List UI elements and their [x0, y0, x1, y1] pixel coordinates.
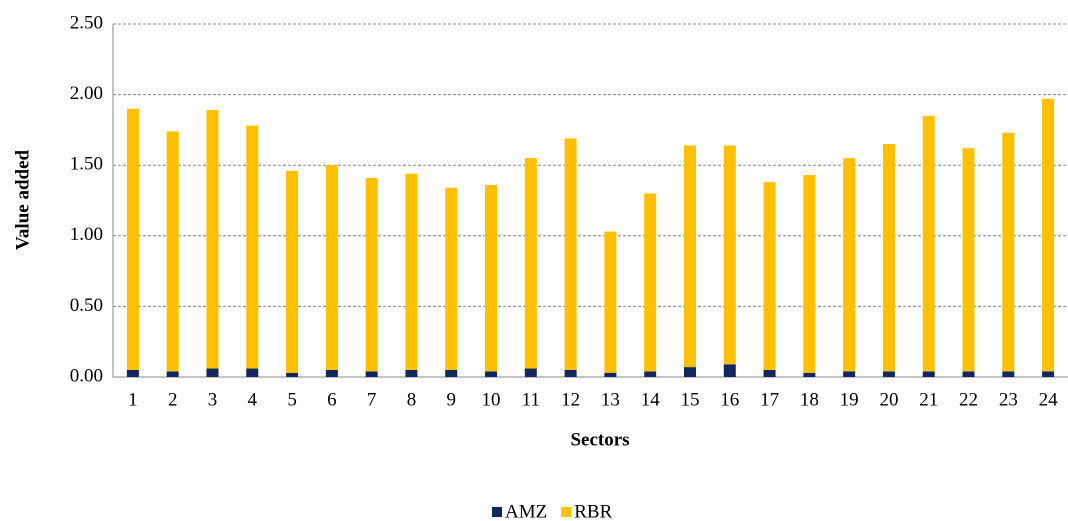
x-tick-label: 8 [407, 389, 417, 410]
x-tick-label: 3 [208, 389, 218, 410]
bar-segment [604, 372, 617, 377]
bar-segment [882, 144, 895, 372]
y-axis-label: Value added [12, 149, 33, 250]
bar-segment [126, 108, 139, 370]
bar-segment [126, 369, 139, 377]
bar-segment [1042, 371, 1055, 377]
bar-segment [524, 158, 537, 369]
x-tick-label: 4 [248, 389, 258, 410]
bar-segment [803, 175, 816, 373]
bar-segment [763, 182, 776, 370]
legend-label: RBR [574, 501, 612, 521]
bar-segment [644, 371, 657, 377]
x-tick-label: 22 [959, 389, 978, 410]
bar-segment [286, 170, 299, 373]
bar-segment [763, 369, 776, 377]
bar-segment [206, 110, 219, 369]
legend-label: AMZ [505, 501, 547, 521]
y-tick-label: 0.50 [70, 295, 103, 316]
x-tick-label: 7 [367, 389, 377, 410]
bar-segment [683, 145, 696, 368]
bar-segment [843, 371, 856, 377]
bar-segment [405, 369, 418, 377]
bar-segment [286, 372, 299, 377]
bar-segment [524, 368, 537, 377]
y-tick-label: 1.00 [70, 224, 103, 245]
bar-segment [922, 371, 935, 377]
y-tick-label: 0.00 [70, 365, 103, 386]
x-tick-label: 15 [680, 389, 699, 410]
bar-segment [683, 367, 696, 377]
x-axis-label: Sectors [570, 429, 629, 450]
bar-segment [445, 369, 458, 377]
legend-swatch [561, 507, 572, 517]
y-tick-label: 2.50 [70, 12, 103, 33]
x-tick-label: 17 [760, 389, 779, 410]
x-tick-label: 11 [522, 389, 540, 410]
bar-segment [246, 368, 259, 377]
bar-segment [604, 231, 617, 373]
bar-segment [962, 371, 975, 377]
x-tick-label: 19 [840, 389, 859, 410]
bar-segment [803, 372, 816, 377]
bar-segment [445, 187, 458, 370]
x-tick-label: 9 [446, 389, 456, 410]
bar-segment [1042, 98, 1055, 372]
bar-segment [206, 368, 219, 377]
bar-segment [922, 115, 935, 372]
x-tick-label: 10 [482, 389, 501, 410]
bar-segment [723, 145, 736, 365]
bar-segment [166, 371, 179, 377]
x-tick-label: 16 [720, 389, 739, 410]
x-tick-label: 2 [168, 389, 178, 410]
bar-segment [564, 369, 577, 377]
x-tick-label: 6 [327, 389, 337, 410]
bar-segment [485, 184, 498, 372]
bar-segment [485, 371, 498, 377]
bar-segment [843, 158, 856, 372]
bar-segment [564, 138, 577, 370]
bar-segment [723, 364, 736, 377]
bar-segment [365, 371, 378, 377]
bar-segment [325, 165, 338, 370]
y-tick-label: 2.00 [70, 83, 103, 104]
x-tick-label: 13 [601, 389, 620, 410]
bar-segment [644, 193, 657, 372]
x-tick-label: 14 [641, 389, 661, 410]
bar-segment [1002, 371, 1015, 377]
y-tick-label: 1.50 [70, 154, 103, 175]
bar-segment [365, 177, 378, 372]
bar-segment [246, 125, 259, 369]
x-tick-label: 12 [561, 389, 580, 410]
legend-swatch [492, 507, 502, 517]
x-tick-label: 23 [999, 389, 1018, 410]
bar-segment [1002, 132, 1015, 372]
bar-segment [166, 131, 179, 372]
bar-segment [405, 173, 418, 370]
bar-segment [882, 371, 895, 377]
x-tick-label: 20 [879, 389, 898, 410]
bar-segment [325, 369, 338, 377]
x-tick-label: 1 [128, 389, 138, 410]
x-tick-label: 5 [287, 389, 297, 410]
x-tick-label: 18 [800, 389, 819, 410]
x-tick-label: 21 [919, 389, 938, 410]
bar-segment [962, 148, 975, 372]
x-tick-label: 24 [1039, 389, 1059, 410]
